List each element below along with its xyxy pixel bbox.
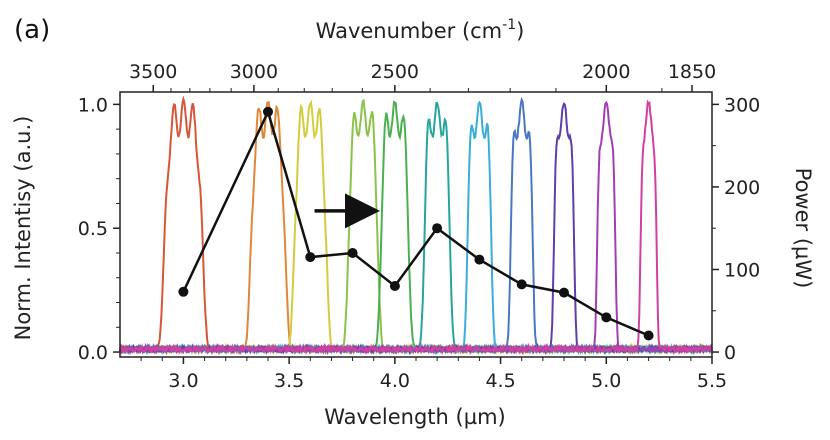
top-tick-label-4: 2000: [582, 61, 630, 83]
plot-frame: [119, 91, 713, 358]
y-axis-title: Norm. Intentisy (a.u.): [11, 116, 35, 341]
y-tick-label-1: 0.0: [78, 342, 108, 364]
power-point-8: [516, 279, 527, 290]
x-tick-label-2: 3.5: [274, 370, 304, 392]
spectrum-line-7: [119, 100, 713, 356]
power-point-2: [263, 106, 273, 117]
spectrum-line-11: [119, 99, 713, 356]
spectrum-line-5: [119, 100, 713, 355]
top-tick-label-1: 3500: [129, 61, 177, 83]
ticks-layer: 3.0 3.5 4.0 4.5 5.0 5.5 0.0 0.5 1.0 0 100 200 300 350…: [78, 61, 760, 392]
x-tick-label-5: 5.0: [591, 370, 621, 392]
x-tick-label-3: 4.0: [380, 370, 410, 392]
power-point-9: [559, 287, 569, 298]
spectrum-line-8: [119, 96, 713, 356]
power-point-11: [643, 330, 654, 341]
x-tick-label-6: 5.5: [697, 370, 727, 392]
y-tick-label-2: 0.5: [78, 218, 108, 240]
power-point-4: [347, 248, 358, 258]
power-layer: [178, 106, 654, 341]
spectrum-line-6: [119, 101, 713, 356]
y2-tick-label-1: 0: [724, 342, 736, 364]
spectrum-line-10: [119, 100, 713, 356]
spectrum-line-9: [119, 102, 713, 356]
y2-axis-title: Power (µW): [791, 168, 815, 289]
top-tick-label-3: 2500: [371, 61, 419, 83]
power-point-6: [432, 223, 443, 234]
power-point-7: [474, 254, 485, 265]
power-series-line: [182, 108, 650, 337]
spectra-layer: [119, 95, 713, 356]
panel-label: (a): [14, 15, 50, 45]
power-point-3: [305, 252, 316, 263]
power-point-5: [389, 281, 400, 291]
power-point-1: [178, 286, 189, 297]
y-tick-label-3: 1.0: [78, 94, 108, 116]
power-point-10: [601, 312, 612, 323]
x-tick-label-1: 3.0: [168, 370, 198, 392]
axes-frame: [119, 91, 713, 358]
top-axis-title: Wavenumber (cm-1): [316, 17, 525, 43]
y2-tick-label-2: 100: [724, 259, 760, 281]
x-tick-label-4: 4.5: [485, 370, 515, 392]
spectrum-line-4: [119, 98, 713, 356]
spectrum-line-2: [119, 101, 713, 356]
y2-tick-label-3: 200: [724, 177, 760, 199]
top-tick-label-5: 1850: [668, 61, 716, 83]
spectrum-line-3: [119, 99, 713, 356]
y2-tick-label-4: 300: [724, 94, 760, 116]
x-axis-title: Wavelength (µm): [324, 405, 505, 429]
spectrum-line-1: [119, 95, 713, 356]
top-tick-label-2: 3000: [230, 61, 278, 83]
